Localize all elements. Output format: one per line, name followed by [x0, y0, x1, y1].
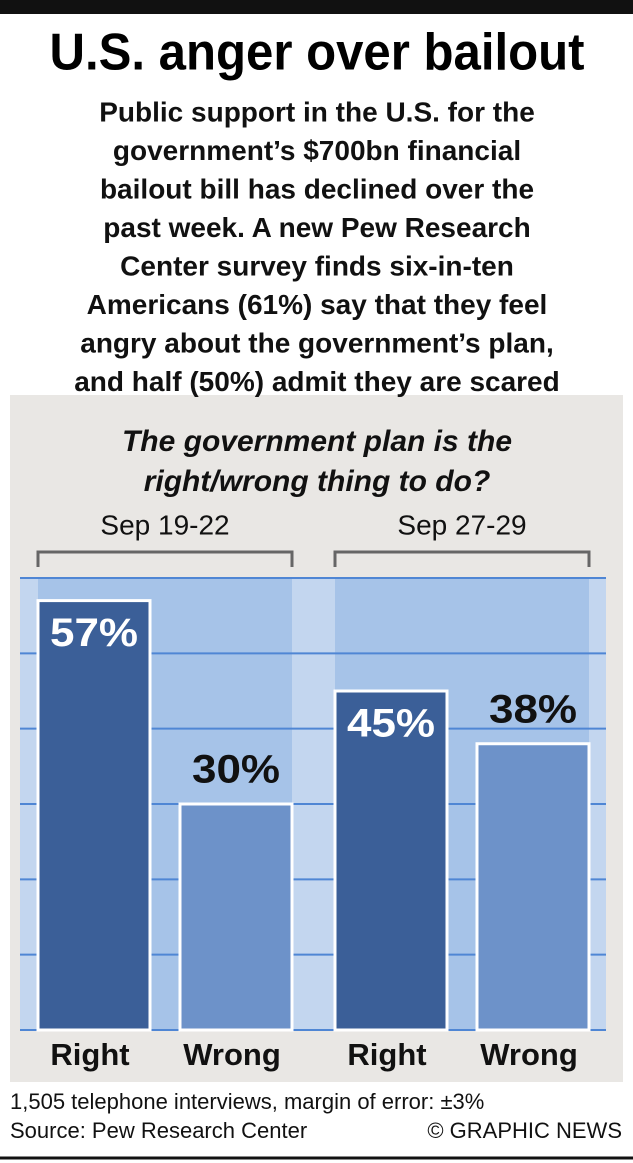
subtitle-line: angry about the government’s plan, [80, 327, 553, 358]
subtitle-line: bailout bill has declined over the [100, 173, 534, 204]
credit: © GRAPHIC NEWS [427, 1118, 622, 1143]
subtitle-line: Center survey finds six-in-ten [120, 250, 514, 281]
top-bar [0, 0, 633, 14]
bar [333, 689, 449, 1032]
bar-label: Right [347, 1037, 426, 1072]
value-label: 57% [50, 611, 138, 655]
chart-question: right/wrong thing to do? [144, 465, 491, 498]
bar-label: Right [50, 1037, 129, 1072]
note: 1,505 telephone interviews, margin of er… [10, 1089, 484, 1114]
value-label: 38% [489, 687, 577, 731]
subtitle-line: Public support in the U.S. for the [99, 96, 535, 127]
bar-label: Wrong [183, 1037, 281, 1072]
bar-label: Wrong [480, 1037, 578, 1072]
group-label: Sep 19-22 [100, 509, 229, 540]
group-label: Sep 27-29 [397, 509, 526, 540]
bar [178, 802, 294, 1032]
bar [475, 742, 591, 1032]
subtitle-line: past week. A new Pew Research [103, 212, 530, 243]
subtitle-line: Americans (61%) say that they feel [87, 289, 548, 320]
subtitle-line: and half (50%) admit they are scared [74, 366, 560, 397]
group-bracket [333, 550, 591, 567]
group-bracket [36, 550, 294, 567]
value-label: 45% [347, 702, 435, 746]
source: Source: Pew Research Center [10, 1118, 307, 1143]
bar [36, 599, 152, 1032]
chart-question: The government plan is the [122, 425, 512, 458]
subtitle-line: government’s $700bn financial [113, 135, 521, 166]
value-label: 30% [192, 748, 280, 792]
chart-title: U.S. anger over bailout [50, 24, 585, 82]
